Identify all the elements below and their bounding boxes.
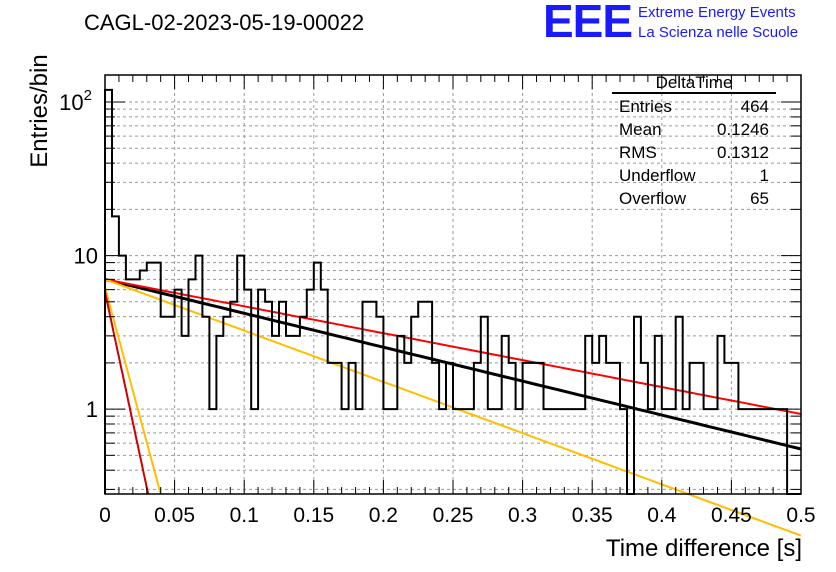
stats-label: Mean [619, 120, 662, 139]
stats-value: 0.1312 [717, 143, 769, 162]
stats-row: Overflow 65 [612, 187, 776, 210]
stats-label: Overflow [619, 189, 687, 208]
fit-curve [104, 291, 150, 495]
stats-label: RMS [619, 143, 657, 162]
stats-row: Underflow 1 [612, 164, 776, 187]
stats-row: RMS 0.1312 [612, 141, 776, 164]
x-tick-label: 0.15 [293, 504, 334, 527]
x-tick-label: 0.2 [369, 504, 398, 527]
fit-curve [104, 287, 162, 495]
tick-labels: 0 0.05 0.1 0.15 0.2 0.25 0.3 0.35 0.4 0.45 0.5 1 10 1… [59, 87, 815, 527]
fit-curve [104, 278, 802, 415]
axis-ticks [104, 75, 802, 494]
x-tick-label: 0.05 [154, 504, 195, 527]
y-axis-title: Entries/bin [26, 54, 53, 168]
stats-value: 1 [759, 166, 769, 185]
x-tick-label: 0.25 [433, 504, 474, 527]
stats-value: 464 [740, 97, 769, 116]
plot-title: CAGL-02-2023-05-19-00022 [84, 10, 365, 35]
stats-label: Entries [619, 97, 672, 116]
x-tick-label: 0.1 [230, 504, 259, 527]
stats-box-title: DeltaTime [612, 74, 776, 94]
y-tick-label: 1 [86, 397, 98, 422]
stats-box: DeltaTime Entries 464 Mean 0.1246 RMS 0.… [612, 74, 776, 210]
y-tick-label: 10 [74, 244, 98, 269]
x-tick-label: 0.5 [786, 504, 815, 527]
stats-value: 65 [750, 189, 769, 208]
x-tick-label: 0.4 [647, 504, 677, 527]
stats-label: Underflow [619, 166, 696, 185]
x-tick-label: 0 [99, 504, 111, 527]
stats-row: Entries 464 [612, 95, 776, 118]
y-tick-label: 102 [59, 87, 92, 115]
x-tick-label: 0.35 [572, 504, 613, 527]
logo-line-1: Extreme Energy Events [638, 4, 796, 21]
x-tick-label: 0.3 [508, 504, 537, 527]
histogram-outline [104, 88, 801, 495]
eee-logo: EEE [543, 0, 633, 47]
x-axis-title: Time difference [s] [605, 535, 802, 562]
stats-row: Mean 0.1246 [612, 118, 776, 141]
stats-value: 0.1246 [717, 120, 769, 139]
x-tick-label: 0.45 [711, 504, 752, 527]
histogram-bars [104, 88, 801, 495]
logo-line-2: La Scienza nelle Scuole [638, 24, 799, 41]
